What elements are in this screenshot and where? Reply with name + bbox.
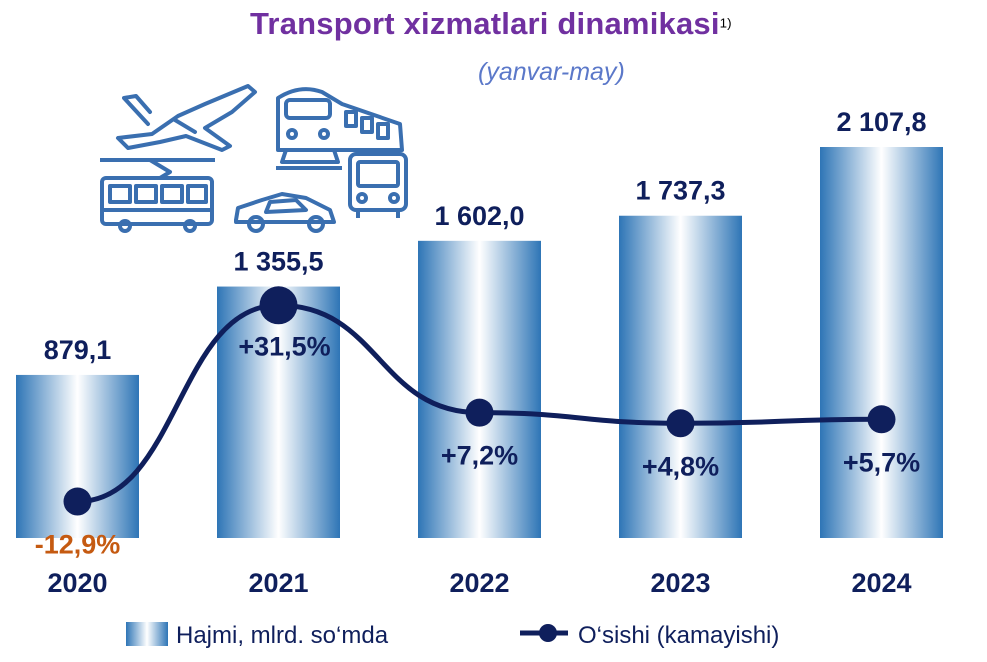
airplane-icon xyxy=(116,84,257,152)
legend-bar-label: Hajmi, mlrd. so‘mda xyxy=(176,622,389,649)
x-tick-label-2020: 2020 xyxy=(47,568,107,598)
growth-point-2021 xyxy=(259,286,298,325)
bar-2021 xyxy=(217,286,340,538)
bar-value-label-2023: 1 737,3 xyxy=(635,176,725,206)
bar-value-label-2022: 1 602,0 xyxy=(434,201,524,231)
growth-point-2020 xyxy=(63,487,92,516)
bar-2022 xyxy=(418,240,541,539)
growth-label-2024: +5,7% xyxy=(843,447,920,477)
train-icon xyxy=(276,87,404,170)
growth-label-2023: +4,8% xyxy=(642,451,719,481)
title-footnote: 1) xyxy=(719,15,732,31)
growth-line xyxy=(77,302,882,505)
car-icon xyxy=(234,192,336,233)
bar-2023 xyxy=(619,215,742,539)
bar-2024 xyxy=(820,147,943,538)
bar-value-label-2021: 1 355,5 xyxy=(233,247,323,277)
growth-label-2022: +7,2% xyxy=(441,441,518,471)
x-tick-label-2024: 2024 xyxy=(851,568,911,598)
chart-subtitle: (yanvar-may) xyxy=(478,58,625,86)
legend-bar-swatch xyxy=(126,622,168,646)
bus-icon xyxy=(348,152,408,218)
growth-point-2022 xyxy=(465,398,494,427)
chart-title-wrap: Transport xizmatlari dinamikasi1) xyxy=(250,6,950,42)
legend-line-label: O‘sishi (kamayishi) xyxy=(578,622,779,649)
growth-point-2023 xyxy=(666,409,695,438)
x-tick-label-2021: 2021 xyxy=(248,568,308,598)
legend: Hajmi, mlrd. so‘mda O‘sishi (kamayishi) xyxy=(126,622,779,649)
growth-label-2021: +31,5% xyxy=(238,331,330,361)
x-tick-label-2022: 2022 xyxy=(449,568,509,598)
legend-line-marker xyxy=(539,624,557,642)
tram-icon xyxy=(100,158,215,233)
bar-value-label-2024: 2 107,8 xyxy=(836,107,926,137)
growth-label-2020: -12,9% xyxy=(35,530,121,560)
growth-point-2024 xyxy=(867,405,896,434)
x-tick-label-2023: 2023 xyxy=(650,568,710,598)
bar-value-label-2020: 879,1 xyxy=(44,335,112,365)
chart-title: Transport xizmatlari dinamikasi xyxy=(250,6,720,41)
